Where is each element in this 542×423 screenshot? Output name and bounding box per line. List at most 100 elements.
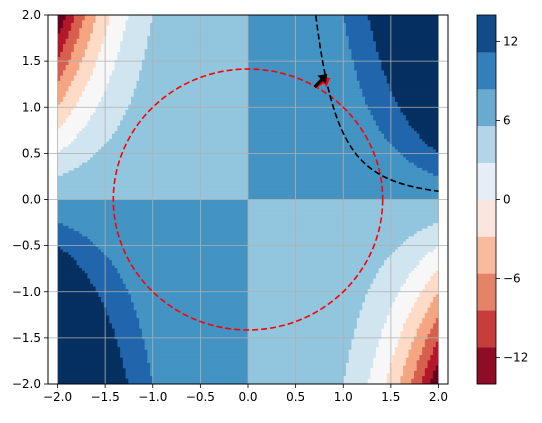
contour-cell [248,173,434,177]
contour-cell [381,67,439,71]
contour-cell [384,133,420,137]
contour-cell [79,130,116,135]
contour-cell [405,362,418,367]
contour-cell [248,304,363,309]
contour-cell [92,72,113,77]
contour-cell [248,302,363,306]
contour-cell [57,43,64,48]
contour-cell [403,326,420,330]
contour-cell [430,378,439,382]
contour-cell [57,165,80,169]
contour-cell [73,75,91,79]
contour-cell [430,275,439,280]
contour-cell [90,117,124,121]
contour-cell [343,20,371,24]
contour-cell [62,20,75,24]
contour-cell [68,225,249,229]
contour-cell [400,289,423,293]
contour-cell [87,159,249,164]
contour-cell [79,99,102,103]
contour-cell [433,373,439,377]
contour-cell [375,347,396,351]
contour-cell [422,228,439,232]
contour-cell [378,270,412,274]
contour-cell [109,15,129,19]
contour-cell [422,349,434,353]
contour-cell [60,125,86,129]
contour-cell [416,362,429,367]
contour-cell [397,246,437,251]
contour-cell [411,344,426,348]
contour-cell [248,38,350,42]
contour-cell [90,78,110,82]
contour-cell [248,130,382,135]
contour-cell [413,304,431,309]
contour-cell [82,233,249,237]
contour-cell [403,323,420,327]
contour-cell [403,154,439,158]
contour-cell [57,117,67,121]
contour-cell [392,94,439,98]
contour-cell [351,57,380,61]
contour-cell [62,72,78,77]
contour-cell [248,62,355,66]
contour-cell [435,318,439,322]
contour-cell [117,51,146,56]
contour-cell [139,70,249,74]
contour-cell [343,17,369,21]
contour-cell [405,115,439,119]
contour-cell [405,157,439,161]
contour-cell [82,22,94,27]
contour-cell [57,297,102,301]
contour-cell [82,268,118,272]
contour-cell [92,283,127,287]
contour-cell [248,80,361,85]
contour-cell [103,41,121,45]
contour-cell [433,173,439,177]
contour-cell [248,278,374,282]
contour-cell [57,91,67,95]
contour-cell [400,286,426,290]
contour-cell [389,312,410,316]
contour-cell [365,297,396,301]
contour-cell [416,331,431,335]
contour-cell [57,70,64,74]
y-tick-label: 2.0 [22,8,41,22]
contour-cell [405,318,423,322]
contour-cell [65,91,83,95]
contour-cell [109,75,140,79]
contour-cell [57,88,69,92]
contour-cell [117,344,146,348]
y-tick-label: −0.5 [12,239,41,253]
contour-cell [381,328,404,332]
contour-cell [122,281,249,285]
contour-cell [422,318,437,322]
plot-area [47,14,449,385]
contour-cell [248,128,380,132]
contour-cell [120,355,148,359]
contour-cell [389,141,426,145]
contour-cell [57,99,64,103]
contour-cell [57,294,99,298]
contour-cell [62,70,78,74]
contour-cell [68,252,105,256]
contour-cell [248,297,366,301]
contour-cell [117,57,146,61]
contour-cell [79,62,97,66]
contour-cell [82,20,97,24]
contour-cell [122,278,249,282]
contour-cell [375,275,410,280]
contour-cell [359,312,390,316]
contour-cell [424,283,439,287]
contour-cell [345,373,371,377]
contour-cell [248,270,380,274]
contour-cell [378,344,399,348]
contour-cell [248,138,388,143]
contour-cell [76,41,88,45]
contour-cell [147,36,249,40]
contour-cell [375,355,393,359]
contour-cell [101,49,121,53]
contour-cell [248,236,410,240]
contour-cell [351,344,380,348]
contour-cell [375,120,410,124]
